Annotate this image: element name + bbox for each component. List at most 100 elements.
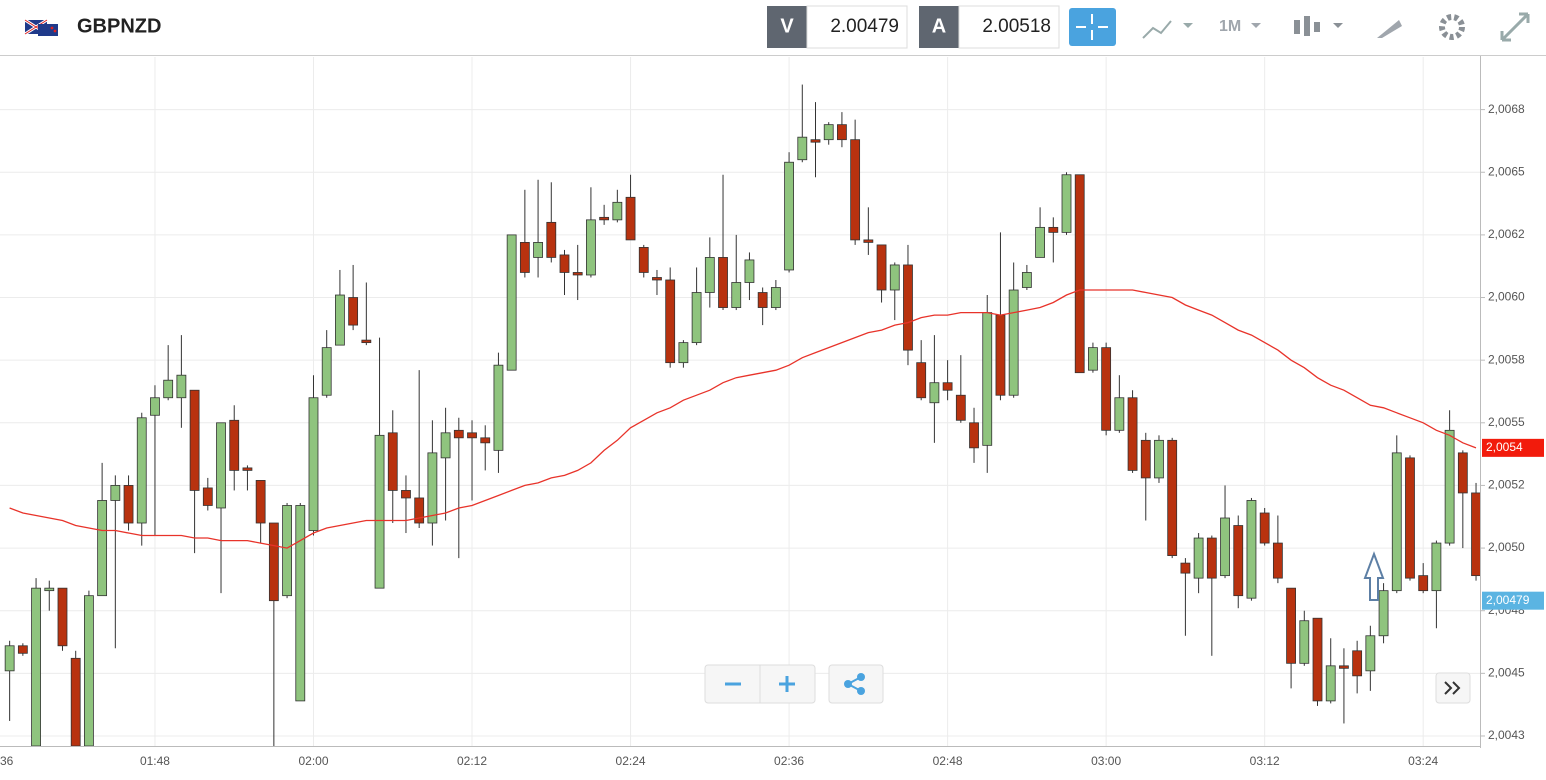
ask-box[interactable] xyxy=(958,5,1060,49)
x-tick-label: 03:24 xyxy=(1408,754,1438,768)
candle-body xyxy=(1378,590,1389,637)
y-tick-label: 2,0068 xyxy=(1488,102,1525,116)
candle-body xyxy=(84,595,94,747)
candle-body xyxy=(361,339,372,344)
candle-body xyxy=(625,196,636,241)
candle-body xyxy=(876,244,887,291)
candle-body xyxy=(453,429,464,439)
candle-body xyxy=(1180,562,1191,574)
candle-body xyxy=(1457,452,1468,494)
candle-body xyxy=(348,297,359,326)
y-tick-label: 2,0043 xyxy=(1488,728,1525,742)
candle-body xyxy=(1391,452,1402,592)
candle-body xyxy=(150,397,160,416)
settings-button[interactable] xyxy=(1439,14,1465,40)
ask-price: 2.00518 xyxy=(982,16,1051,37)
candle-body xyxy=(374,434,385,589)
candle-body xyxy=(757,292,768,308)
candle-body xyxy=(969,422,979,449)
candle-style-button[interactable] xyxy=(1294,16,1343,36)
x-tick-label: 02:24 xyxy=(616,754,646,768)
arrow-annotation xyxy=(1363,551,1385,601)
candle-body xyxy=(480,437,491,444)
candle-body xyxy=(282,505,292,597)
candle-body xyxy=(1233,525,1244,597)
y-tick-label: 2,0050 xyxy=(1488,540,1525,554)
price-marker-label: 2,00479 xyxy=(1486,593,1530,607)
candle-body xyxy=(1471,492,1481,577)
candle-body xyxy=(506,234,517,371)
candle-body xyxy=(202,487,213,506)
candle-body xyxy=(427,452,438,524)
candle-body xyxy=(4,645,15,672)
candle-body xyxy=(295,505,306,702)
crosshair-button[interactable] xyxy=(1069,8,1116,46)
candle-body xyxy=(1048,226,1059,233)
candle-body xyxy=(1272,542,1283,579)
candle-body xyxy=(1339,665,1349,669)
candle-body xyxy=(1167,439,1178,556)
candle-body xyxy=(837,124,847,141)
draw-button[interactable] xyxy=(1377,20,1402,38)
candle-body xyxy=(1220,517,1230,577)
candle-body xyxy=(57,587,68,647)
candle-body xyxy=(123,485,134,524)
candle-body xyxy=(1127,397,1138,471)
candle-body xyxy=(440,432,451,459)
candle-body xyxy=(1074,174,1085,374)
candle-body xyxy=(718,257,728,308)
candle-body xyxy=(889,264,900,291)
candle-body xyxy=(1299,620,1310,664)
ask-label: A xyxy=(932,15,946,37)
candle-body xyxy=(863,239,874,243)
candle-body xyxy=(533,242,543,258)
candle-body xyxy=(1444,429,1455,544)
x-tick-label: 01:48 xyxy=(140,754,170,768)
y-tick-label: 2,0062 xyxy=(1488,227,1525,241)
candle-body xyxy=(163,379,174,399)
candle-body xyxy=(176,374,187,399)
y-tick-label: 2,0065 xyxy=(1488,164,1525,178)
candle-body xyxy=(242,467,253,471)
candle-body xyxy=(268,522,279,602)
candle-body xyxy=(942,382,953,391)
candle-body xyxy=(255,480,266,524)
candle-body xyxy=(1418,575,1429,592)
y-tick-label: 2,0055 xyxy=(1488,415,1525,429)
moving-average xyxy=(9,289,1477,549)
candle-body xyxy=(1206,537,1217,579)
candle-body xyxy=(797,136,808,161)
fullscreen-button[interactable] xyxy=(1500,12,1530,42)
candle-body xyxy=(810,139,821,143)
zoom-in[interactable] xyxy=(779,676,795,692)
x-tick-label: 02:12 xyxy=(457,754,487,768)
bid-box[interactable] xyxy=(806,5,908,49)
candle-body xyxy=(612,201,623,221)
candle-body xyxy=(770,287,781,308)
bid-label: V xyxy=(780,15,794,37)
candle-body xyxy=(216,422,226,509)
x-tick-label: 02:00 xyxy=(298,754,328,768)
chart-type-button[interactable] xyxy=(1142,20,1193,39)
candle-body xyxy=(1246,500,1257,599)
timeframe[interactable]: 1M xyxy=(1219,18,1241,35)
candle-body xyxy=(638,247,649,273)
candle-body xyxy=(1431,542,1442,592)
candle-body xyxy=(1061,174,1072,233)
candle-body xyxy=(916,362,927,399)
candle-body xyxy=(731,282,742,308)
candle-body xyxy=(586,219,596,276)
candle-body xyxy=(784,161,794,271)
candle-body xyxy=(678,342,689,364)
candle-body xyxy=(1154,439,1164,479)
share-box[interactable] xyxy=(828,664,884,704)
x-tick-label: 36 xyxy=(0,754,14,768)
candle-body xyxy=(995,314,1006,396)
scroll-right-button[interactable] xyxy=(1435,672,1471,704)
bid-button[interactable] xyxy=(767,6,807,48)
candle-body xyxy=(335,294,345,346)
price-marker xyxy=(1482,438,1544,457)
candle-body xyxy=(903,264,913,351)
ask-button[interactable] xyxy=(919,6,959,48)
